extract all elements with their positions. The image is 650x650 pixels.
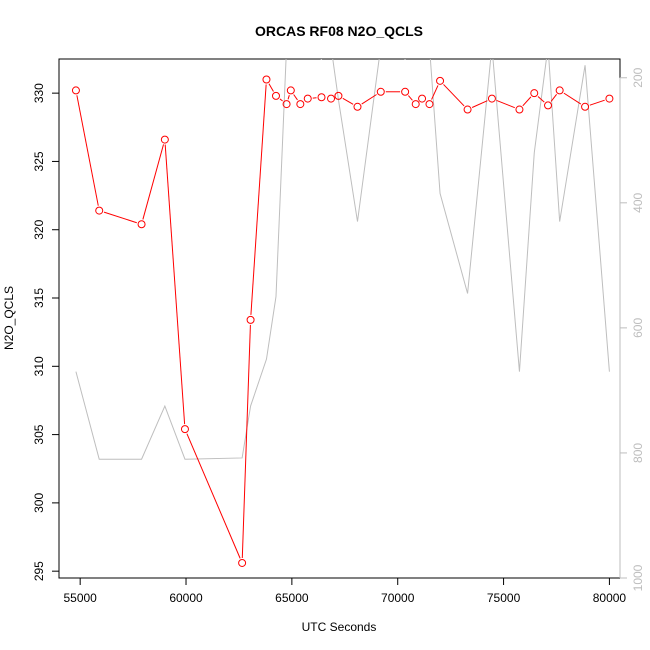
series-0-segment [287,95,290,100]
series-0-segment [268,83,274,92]
y2-axis: 200 400 600 800 1000 [619,67,645,591]
series-0-point [487,94,496,103]
y-axis-label: N2O_QCLS [2,286,16,350]
series-0-segment [293,94,298,101]
series-0-point [515,105,524,114]
series-0-point [271,91,280,100]
y-tick-label: 305 [32,424,46,444]
series-0-point [180,425,189,434]
x-axis: 55000 60000 65000 70000 75000 80000 [63,577,627,605]
series-0-point [544,101,553,110]
left-series-layer [71,75,614,567]
series-0-point [286,86,295,95]
series-0-segment [103,211,137,224]
y-tick-label: 320 [32,219,46,239]
series-0-segment [563,92,582,105]
y-tick-label: 295 [32,561,46,581]
series-0-point [530,89,539,98]
series-0-point [425,100,434,109]
series-0-segment [76,95,99,206]
series-0-point [418,94,427,103]
series-0-point [411,100,420,109]
series-0-segment [537,96,545,103]
x-tick-label: 65000 [275,591,309,605]
series-0-segment [186,433,241,559]
series-0-point [95,206,104,215]
series-0-segment [589,99,605,106]
series-0-segment [522,96,532,107]
right-series-layer [75,59,610,460]
series-0-point [317,93,326,102]
series-0-segment [279,98,283,102]
series-0-segment [241,324,251,558]
x-tick-label: 75000 [487,591,521,605]
series-0-point [303,94,312,103]
y2-tick-label: 800 [631,443,645,463]
series-0-point [238,558,247,567]
series-0-segment [408,95,413,101]
x-tick-label: 70000 [381,591,415,605]
series-0-point [282,100,291,109]
series-0-point [160,135,169,144]
y2-tick-label: 400 [631,192,645,212]
series-0-segment [342,97,354,105]
y2-tick-label: 200 [631,67,645,87]
series-0-point [581,102,590,111]
series-0-point [605,94,614,103]
series-0-point [296,100,305,109]
series-0-point [334,91,343,100]
y2-tick-label: 600 [631,318,645,338]
series-0-point [353,102,362,111]
y2-tick-label: 1000 [631,564,645,591]
series-0-segment [550,94,557,102]
series-0-point [401,87,410,96]
y-tick-label: 315 [32,288,46,308]
y-tick-label: 325 [32,151,46,171]
series-0-point [71,86,80,95]
series-1-line [75,59,610,460]
series-0-point [262,75,271,84]
series-0-point [555,86,564,95]
y-tick-label: 310 [32,356,46,376]
x-tick-label: 80000 [593,591,627,605]
x-tick-label: 55000 [63,591,97,605]
series-0-segment [250,84,267,315]
x-axis-label: UTC Seconds [302,620,377,634]
series-0-segment [164,144,186,425]
series-0-segment [443,84,465,107]
series-0-point [436,76,445,85]
series-0-point [327,94,336,103]
series-0-segment [471,100,488,108]
series-0-point [463,105,472,114]
x-tick-label: 60000 [169,591,203,605]
series-0-point [246,315,255,324]
series-0-segment [142,144,165,220]
chart-title: ORCAS RF08 N2O_QCLS [255,23,423,39]
y-tick-label: 300 [32,493,46,513]
series-0-segment [361,94,377,105]
y-tick-label: 330 [32,83,46,103]
series-0-point [137,220,146,229]
series-0-segment [431,85,439,100]
series-0-point [376,87,385,96]
series-0-segment [496,99,515,109]
y-axis: 295 300 305 310 315 320 325 330 [32,83,60,581]
